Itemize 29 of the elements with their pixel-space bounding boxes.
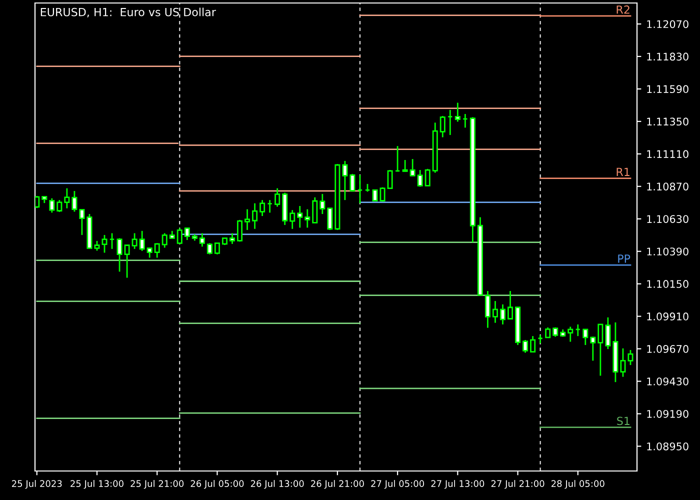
y-tick-label: 1.09430 <box>647 377 688 386</box>
y-tick-label: 1.10390 <box>647 248 688 256</box>
y-tick-label: 1.11590 <box>647 85 688 94</box>
y-tick-label: 1.09190 <box>647 410 688 418</box>
x-tick-label: 28 Jul 05:00 <box>551 480 604 489</box>
y-tick-label: 1.11350 <box>647 118 688 126</box>
x-tick-label: 27 Jul 05:00 <box>371 480 424 489</box>
y-tick-label: 1.11110 <box>647 150 688 158</box>
series-label: PP <box>618 254 630 263</box>
x-tick-label: 25 Jul 13:00 <box>70 480 124 489</box>
y-tick-label: 1.12070 <box>647 20 688 28</box>
x-tick-label: 25 Jul 21:00 <box>130 480 184 489</box>
chart-title: EURUSD, H1: Euro vs US Dollar <box>40 8 216 18</box>
y-tick-label: 1.09910 <box>647 312 688 320</box>
y-tick-label: 1.10150 <box>647 280 688 288</box>
series-label: R1 <box>616 168 630 176</box>
x-tick-label: 25 Jul 2023 <box>12 480 62 489</box>
x-tick-label: 26 Jul 05:00 <box>190 480 244 489</box>
y-tick-label: 1.09670 <box>647 345 688 353</box>
x-tick-label: 26 Jul 13:00 <box>250 480 304 489</box>
x-tick-label: 27 Jul 21:00 <box>491 480 544 489</box>
x-tick-label: 26 Jul 21:00 <box>311 480 364 489</box>
x-tick-label: 27 Jul 13:00 <box>431 480 484 489</box>
y-tick-label: 1.08950 <box>647 442 688 450</box>
y-tick-label: 1.10870 <box>647 182 688 190</box>
y-tick-label: 1.11830 <box>647 52 688 61</box>
series-label: S1 <box>617 416 630 426</box>
y-tick-label: 1.10630 <box>647 215 688 223</box>
series-label: R2 <box>616 5 630 14</box>
